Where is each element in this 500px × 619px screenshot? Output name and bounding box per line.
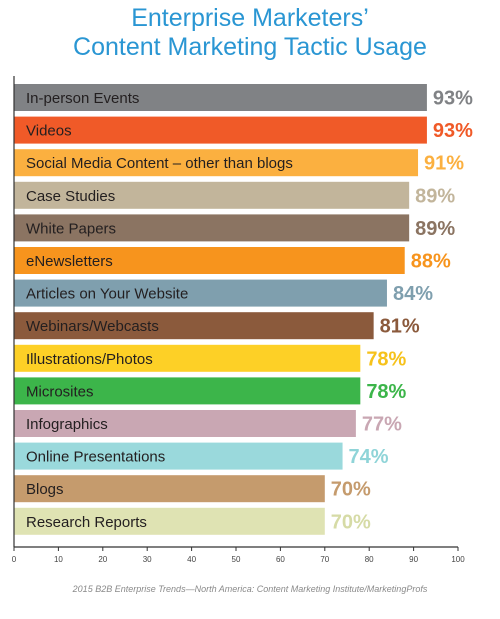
value-label: 77% bbox=[362, 414, 402, 436]
bar-label: Microsites bbox=[26, 383, 94, 400]
bar bbox=[14, 312, 374, 340]
x-tick-label: 20 bbox=[98, 555, 107, 564]
source-note: 2015 B2B Enterprise Trends—North America… bbox=[72, 584, 428, 594]
value-label: 84% bbox=[393, 283, 433, 305]
bar bbox=[14, 410, 356, 437]
bar bbox=[14, 475, 325, 503]
bar-label: Videos bbox=[26, 123, 72, 140]
value-label: 74% bbox=[349, 446, 389, 468]
x-tick-label: 40 bbox=[187, 555, 196, 564]
x-tick-label: 70 bbox=[320, 555, 329, 564]
value-label: 93% bbox=[433, 88, 473, 110]
value-label: 78% bbox=[366, 348, 406, 370]
bar-label: Research Reports bbox=[26, 514, 147, 531]
bar bbox=[14, 377, 361, 405]
x-tick-label: 50 bbox=[232, 555, 241, 564]
chart-title-line-1: Enterprise Marketers’ bbox=[131, 4, 369, 32]
bar bbox=[14, 442, 343, 470]
value-label: 70% bbox=[331, 479, 371, 501]
bar-label: eNewsletters bbox=[26, 253, 113, 270]
value-label: 81% bbox=[380, 316, 420, 338]
bar bbox=[14, 247, 405, 274]
value-label: 78% bbox=[366, 381, 406, 403]
value-label: 88% bbox=[411, 251, 451, 273]
bar bbox=[14, 149, 419, 177]
chart-title: Enterprise Marketers’ Content Marketing … bbox=[0, 4, 500, 62]
chart-title-line-2: Content Marketing Tactic Usage bbox=[73, 33, 427, 61]
bar bbox=[14, 279, 387, 307]
bar-label: Webinars/Webcasts bbox=[26, 318, 159, 335]
bar bbox=[14, 214, 410, 242]
x-tick-label: 60 bbox=[276, 555, 285, 564]
value-label: 93% bbox=[433, 120, 473, 142]
bar bbox=[14, 116, 427, 144]
value-label: 91% bbox=[424, 153, 464, 175]
bar-label: Infographics bbox=[26, 416, 108, 433]
bar bbox=[14, 84, 427, 111]
value-label: 89% bbox=[415, 218, 455, 240]
x-tick-label: 0 bbox=[12, 555, 17, 564]
bar-label: Articles on Your Website bbox=[26, 286, 188, 303]
bar-label: Social Media Content – other than blogs bbox=[26, 155, 293, 172]
x-tick-label: 100 bbox=[451, 555, 465, 564]
x-tick-label: 30 bbox=[143, 555, 152, 564]
bar-label: Online Presentations bbox=[26, 449, 165, 466]
bar-chart: In-person Events 93% Videos 93% Social Media… bbox=[12, 76, 473, 564]
bar-label: White Papers bbox=[26, 220, 116, 237]
bar-label: Case Studies bbox=[26, 188, 115, 205]
x-tick-label: 90 bbox=[409, 555, 418, 564]
bar-label: Blogs bbox=[26, 481, 64, 498]
value-label: 70% bbox=[331, 511, 371, 533]
bar bbox=[14, 344, 361, 372]
bar bbox=[14, 181, 410, 209]
x-tick-label: 10 bbox=[54, 555, 63, 564]
x-tick-label: 80 bbox=[365, 555, 374, 564]
bar bbox=[14, 507, 325, 535]
value-label: 89% bbox=[415, 185, 455, 207]
bar-label: Illustrations/Photos bbox=[26, 351, 153, 368]
bar-label: In-person Events bbox=[26, 90, 139, 107]
